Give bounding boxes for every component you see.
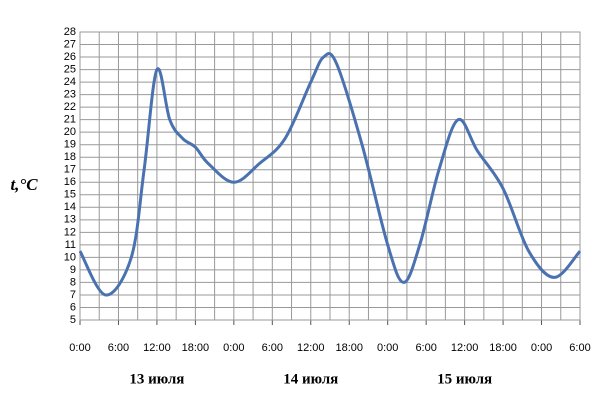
y-tick-label: 12	[64, 226, 76, 238]
x-tick-label: 18:00	[335, 342, 363, 354]
x-tick-label: 0:00	[223, 342, 244, 354]
y-tick-label: 27	[64, 38, 76, 50]
x-tick-label: 12:00	[297, 342, 325, 354]
day-label: 15 июля	[437, 371, 492, 387]
day-label: 13 июля	[129, 371, 184, 387]
y-tick-label: 17	[64, 164, 76, 176]
x-tick-label: 12:00	[451, 342, 479, 354]
y-axis-label: t,°C	[10, 175, 38, 194]
x-tick-label: 0:00	[69, 342, 90, 354]
y-tick-label: 28	[64, 26, 76, 38]
x-tick-label: 12:00	[143, 342, 171, 354]
y-tick-label: 19	[64, 139, 76, 151]
y-tick-label: 9	[70, 264, 76, 276]
x-tick-label: 18:00	[182, 342, 210, 354]
x-tick-label: 0:00	[377, 342, 398, 354]
y-tick-label: 14	[64, 201, 76, 213]
y-tick-label: 22	[64, 101, 76, 113]
temperature-line	[78, 52, 582, 297]
y-tick-label: 10	[64, 251, 76, 263]
x-tick-label: 6:00	[569, 342, 590, 354]
y-tick-label: 15	[64, 189, 76, 201]
y-tick-label: 25	[64, 63, 76, 75]
y-tick-label: 26	[64, 51, 76, 63]
y-tick-label: 13	[64, 214, 76, 226]
x-tick-label: 6:00	[108, 342, 129, 354]
x-tick-label: 6:00	[415, 342, 436, 354]
y-tick-label: 11	[65, 239, 76, 251]
day-label: 14 июля	[283, 371, 338, 387]
x-tick-label: 18:00	[489, 342, 517, 354]
y-tick-label: 21	[64, 114, 76, 126]
plot-border	[79, 31, 581, 321]
y-tick-label: 5	[70, 314, 76, 326]
y-tick-label: 20	[64, 126, 76, 138]
y-tick-label: 6	[70, 301, 76, 313]
x-tick-label: 0:00	[531, 342, 552, 354]
y-tick-label: 23	[64, 89, 76, 101]
y-tick-label: 24	[64, 76, 76, 88]
x-tick-label: 6:00	[262, 342, 283, 354]
y-tick-label: 18	[64, 151, 76, 163]
y-tick-label: 7	[70, 289, 76, 301]
y-tick-label: 8	[70, 276, 76, 288]
y-tick-label: 16	[64, 176, 76, 188]
